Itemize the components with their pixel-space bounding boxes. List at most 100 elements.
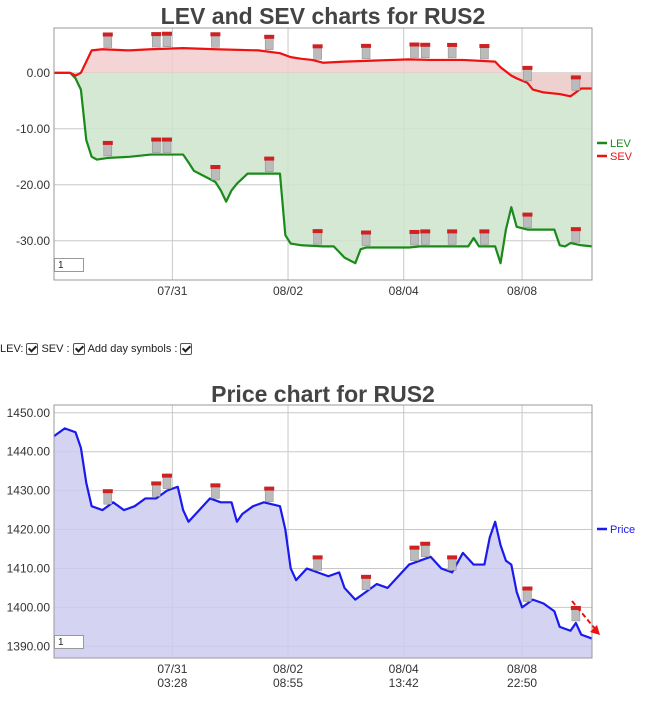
series-toggle-controls: LEV: SEV : Add day symbols : bbox=[0, 343, 193, 355]
plot-border bbox=[53, 27, 593, 281]
sev-checkbox[interactable] bbox=[72, 343, 85, 355]
day-symbol bbox=[409, 42, 420, 58]
day-symbol-body bbox=[361, 233, 371, 246]
day-symbol bbox=[420, 42, 431, 59]
x-tick-label: 08/02 bbox=[273, 284, 303, 298]
day-symbol-body bbox=[313, 47, 322, 60]
day-symbol-cap bbox=[210, 483, 221, 488]
day-symbol-cap bbox=[570, 605, 581, 610]
day-symbol-body bbox=[361, 46, 371, 60]
day-symbol-cap bbox=[570, 227, 581, 232]
x-tick-label: 08/04 bbox=[389, 662, 419, 676]
price-series-line bbox=[53, 427, 593, 640]
day-symbols-checkbox[interactable] bbox=[180, 343, 193, 355]
x-tick-label: 22:50 bbox=[507, 298, 537, 300]
day-symbol-cap bbox=[361, 230, 372, 235]
x-tick-label: 07/31 bbox=[157, 284, 187, 298]
day-symbol-body bbox=[571, 608, 581, 622]
day-symbol bbox=[102, 32, 113, 48]
day-symbol-body bbox=[523, 589, 532, 602]
day-symbol-body bbox=[571, 229, 581, 243]
y-tick-label: 1410.00 bbox=[7, 561, 51, 575]
day-symbol-body bbox=[313, 231, 322, 245]
day-symbol-body bbox=[151, 484, 161, 497]
day-symbol bbox=[447, 42, 458, 59]
day-symbol bbox=[570, 605, 581, 622]
day-symbol bbox=[264, 486, 275, 502]
x-tick-label: 03:28 bbox=[157, 298, 187, 300]
day-symbol-cap bbox=[361, 574, 372, 579]
day-symbol bbox=[479, 44, 490, 60]
day-symbol-cap bbox=[151, 137, 162, 142]
price-chart: Price chart for RUS2 1450.00 1440.00 1430.0… bbox=[7, 381, 635, 690]
day-symbol-cap bbox=[161, 473, 172, 478]
day-symbol-cap bbox=[312, 229, 323, 234]
price-area bbox=[54, 428, 592, 658]
day-symbol bbox=[522, 586, 533, 602]
day-symbol-cap bbox=[264, 156, 275, 161]
y-tick-label: -30.00 bbox=[16, 234, 50, 248]
day-symbol bbox=[151, 137, 162, 153]
day-symbol-cap bbox=[447, 42, 458, 47]
day-symbol-body bbox=[523, 215, 532, 228]
day-symbol-cap bbox=[447, 229, 458, 234]
day-symbol-cap bbox=[151, 32, 162, 37]
day-symbol bbox=[409, 229, 420, 246]
lev-series-line bbox=[54, 71, 593, 265]
x-tick-label: 03:28 bbox=[157, 676, 187, 690]
sev-series-line bbox=[54, 47, 592, 98]
day-symbol-cap bbox=[161, 137, 172, 142]
trend-arrow bbox=[571, 600, 600, 635]
day-symbol-cap bbox=[409, 42, 420, 47]
trend-arrow-line bbox=[571, 600, 597, 631]
day-symbol-body bbox=[523, 68, 532, 82]
day-symbol bbox=[447, 555, 458, 571]
day-symbol-body bbox=[480, 232, 489, 245]
day-symbol bbox=[409, 545, 420, 561]
day-symbol-cap bbox=[409, 545, 420, 550]
day-symbol bbox=[312, 44, 323, 60]
day-symbol-body bbox=[103, 491, 113, 505]
day-symbol-body bbox=[361, 577, 371, 591]
day-symbol-body bbox=[162, 476, 172, 489]
lev-sev-chart-panel: LEV and SEV charts for RUS2 0.00 -10.00 -20… bbox=[0, 0, 662, 312]
day-symbol-cap bbox=[210, 32, 221, 37]
day-symbol bbox=[102, 489, 113, 505]
day-symbol-body bbox=[480, 46, 489, 60]
day-symbol bbox=[522, 212, 533, 228]
day-symbol-body bbox=[211, 167, 220, 181]
day-symbol-cap bbox=[312, 44, 323, 49]
day-symbol bbox=[420, 229, 431, 245]
x-tick-label: 08/08 bbox=[507, 284, 537, 298]
day-symbol-body bbox=[313, 558, 322, 571]
day-symbol-body bbox=[162, 34, 172, 47]
trend-arrow-head bbox=[590, 625, 600, 635]
day-symbol-body bbox=[571, 78, 581, 91]
day-symbol-cap bbox=[479, 44, 490, 49]
day-symbol-body bbox=[420, 544, 430, 557]
legend-label: Price bbox=[610, 524, 635, 536]
day-symbol-body bbox=[264, 37, 274, 51]
lev-toggle-label: LEV: bbox=[0, 343, 24, 355]
sev-toggle-label: SEV : bbox=[41, 343, 70, 355]
x-tick-label: 13:42 bbox=[389, 298, 419, 300]
day-symbol bbox=[570, 75, 581, 91]
day-symbol-cap bbox=[102, 140, 113, 145]
day-symbol bbox=[161, 31, 172, 47]
day-symbol-cap bbox=[264, 486, 275, 491]
price-zoom-input[interactable]: 1 bbox=[54, 635, 84, 649]
y-tick-label: 1430.00 bbox=[7, 484, 51, 498]
day-symbol bbox=[522, 65, 533, 82]
day-symbol-cap bbox=[522, 65, 533, 70]
y-tick-label: 1390.00 bbox=[7, 639, 51, 653]
day-symbol-cap bbox=[420, 229, 431, 234]
day-symbol-body bbox=[447, 45, 457, 59]
lev-checkbox[interactable] bbox=[26, 343, 39, 355]
day-symbol bbox=[312, 555, 323, 571]
plot-border bbox=[53, 404, 593, 659]
y-tick-label: 1420.00 bbox=[7, 523, 51, 537]
day-symbol-body bbox=[264, 159, 274, 172]
legend-label: LEV bbox=[610, 138, 631, 150]
day-symbol-cap bbox=[570, 75, 581, 80]
lev-sev-zoom-input[interactable]: 1 bbox=[54, 258, 84, 272]
